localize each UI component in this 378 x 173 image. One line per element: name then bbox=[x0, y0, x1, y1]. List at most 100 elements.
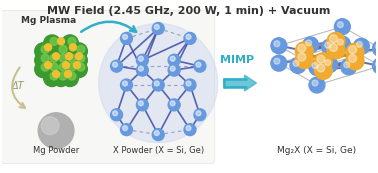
Circle shape bbox=[77, 45, 85, 53]
Circle shape bbox=[138, 66, 143, 71]
Circle shape bbox=[303, 37, 319, 53]
Circle shape bbox=[312, 63, 318, 69]
Circle shape bbox=[59, 72, 67, 80]
Circle shape bbox=[111, 60, 122, 72]
Circle shape bbox=[170, 101, 175, 106]
Circle shape bbox=[136, 54, 148, 66]
Circle shape bbox=[45, 62, 52, 69]
Circle shape bbox=[325, 42, 331, 48]
Circle shape bbox=[274, 41, 280, 47]
Circle shape bbox=[59, 45, 67, 53]
Circle shape bbox=[372, 58, 378, 74]
Circle shape bbox=[335, 19, 350, 35]
Circle shape bbox=[349, 46, 356, 54]
Circle shape bbox=[314, 53, 332, 71]
Text: Mg₂X (X = Si, Ge): Mg₂X (X = Si, Ge) bbox=[277, 146, 356, 156]
Circle shape bbox=[196, 62, 201, 67]
Circle shape bbox=[154, 81, 159, 86]
Circle shape bbox=[113, 62, 118, 67]
Circle shape bbox=[154, 25, 159, 29]
Circle shape bbox=[335, 36, 350, 52]
Circle shape bbox=[152, 79, 164, 91]
Circle shape bbox=[295, 42, 313, 60]
Circle shape bbox=[73, 62, 81, 69]
Circle shape bbox=[57, 38, 65, 45]
Circle shape bbox=[375, 61, 378, 67]
Circle shape bbox=[317, 55, 325, 63]
Circle shape bbox=[68, 72, 76, 80]
Circle shape bbox=[375, 44, 378, 49]
Circle shape bbox=[306, 40, 311, 46]
Circle shape bbox=[325, 60, 331, 66]
Circle shape bbox=[338, 39, 343, 45]
Circle shape bbox=[53, 53, 60, 60]
Circle shape bbox=[41, 54, 49, 62]
Circle shape bbox=[271, 55, 287, 71]
Polygon shape bbox=[224, 75, 256, 91]
Circle shape bbox=[44, 52, 60, 69]
Circle shape bbox=[138, 101, 143, 106]
Circle shape bbox=[184, 33, 196, 44]
Circle shape bbox=[186, 34, 191, 39]
Circle shape bbox=[168, 99, 180, 111]
Circle shape bbox=[53, 43, 70, 60]
Circle shape bbox=[327, 41, 345, 59]
Circle shape bbox=[65, 71, 71, 78]
Circle shape bbox=[327, 32, 345, 50]
Circle shape bbox=[138, 56, 143, 61]
Circle shape bbox=[77, 54, 85, 62]
Text: MW Field (2.45 GHz, 200 W, 1 min) + Vacuum: MW Field (2.45 GHz, 200 W, 1 min) + Vacu… bbox=[47, 6, 331, 16]
Circle shape bbox=[41, 63, 49, 71]
Circle shape bbox=[62, 35, 78, 52]
Circle shape bbox=[59, 63, 67, 71]
Circle shape bbox=[50, 63, 58, 71]
Circle shape bbox=[53, 61, 70, 78]
Circle shape bbox=[152, 129, 164, 140]
Circle shape bbox=[170, 56, 175, 61]
Circle shape bbox=[41, 45, 49, 53]
Circle shape bbox=[349, 54, 356, 62]
Circle shape bbox=[62, 62, 70, 69]
Circle shape bbox=[76, 53, 82, 60]
Circle shape bbox=[298, 53, 306, 61]
Circle shape bbox=[274, 58, 280, 64]
Circle shape bbox=[298, 44, 306, 52]
FancyBboxPatch shape bbox=[0, 11, 215, 163]
Text: Mg Plasma: Mg Plasma bbox=[21, 16, 77, 25]
Circle shape bbox=[136, 99, 148, 111]
Circle shape bbox=[62, 52, 78, 69]
Circle shape bbox=[338, 22, 343, 28]
Circle shape bbox=[113, 111, 118, 116]
Circle shape bbox=[330, 44, 338, 52]
Circle shape bbox=[184, 124, 196, 136]
Circle shape bbox=[44, 61, 60, 78]
Circle shape bbox=[309, 77, 325, 93]
Circle shape bbox=[168, 54, 180, 66]
Text: ΔT: ΔT bbox=[11, 81, 24, 91]
Circle shape bbox=[70, 52, 87, 69]
Circle shape bbox=[53, 52, 70, 69]
Circle shape bbox=[44, 35, 60, 52]
Text: X Powder (X = Si, Ge): X Powder (X = Si, Ge) bbox=[113, 146, 204, 156]
Circle shape bbox=[122, 126, 127, 131]
Circle shape bbox=[68, 37, 76, 45]
Circle shape bbox=[68, 54, 76, 62]
FancyArrowPatch shape bbox=[12, 67, 25, 108]
Circle shape bbox=[111, 109, 122, 121]
Circle shape bbox=[317, 64, 325, 72]
Circle shape bbox=[170, 66, 175, 71]
Circle shape bbox=[152, 22, 164, 34]
Circle shape bbox=[293, 60, 299, 66]
Text: Mg Powder: Mg Powder bbox=[33, 146, 79, 156]
Circle shape bbox=[38, 113, 74, 148]
Circle shape bbox=[314, 62, 332, 79]
Circle shape bbox=[271, 38, 287, 54]
Circle shape bbox=[186, 126, 191, 131]
Circle shape bbox=[312, 80, 318, 86]
Circle shape bbox=[372, 41, 378, 56]
Circle shape bbox=[194, 109, 206, 121]
Circle shape bbox=[346, 52, 364, 70]
Circle shape bbox=[35, 43, 52, 60]
Circle shape bbox=[122, 81, 127, 86]
Circle shape bbox=[344, 62, 350, 68]
